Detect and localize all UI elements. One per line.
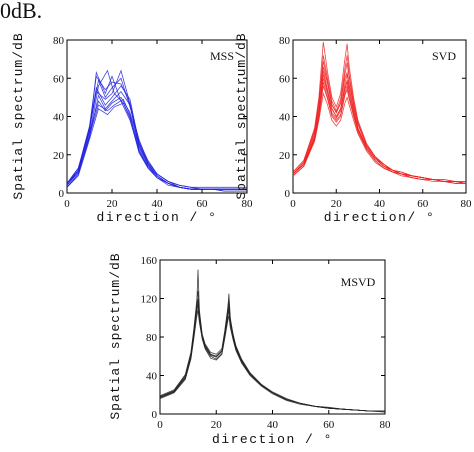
mss-y-tick-label: 60 bbox=[53, 73, 65, 85]
svd-x-tick-label: 40 bbox=[374, 198, 386, 210]
mss-y-tick-label: 0 bbox=[59, 188, 65, 200]
mss-x-tick-label: 60 bbox=[197, 198, 209, 210]
svd-y-axis-label: Spatial spectrum/dB bbox=[234, 32, 249, 199]
mss-series-line-3 bbox=[66, 69, 247, 190]
svd-y-tick-label: 80 bbox=[279, 35, 291, 47]
mss-series-line-6 bbox=[66, 96, 247, 188]
svd-series-line-5 bbox=[292, 74, 467, 184]
mss-x-tick-label: 40 bbox=[152, 198, 164, 210]
chart-panel-msvd: 0 20 40 60 80 0 40 80 120 160 MSVD direction / ° Spa… bbox=[108, 252, 391, 447]
mss-x-tick-label: 80 bbox=[242, 198, 254, 210]
svd-y-tick-label: 0 bbox=[285, 188, 291, 200]
msvd-x-tick-label: 40 bbox=[267, 419, 279, 431]
mss-y-tick-label: 80 bbox=[53, 35, 65, 47]
msvd-y-tick-label: 160 bbox=[141, 255, 158, 267]
msvd-y-tick-label: 80 bbox=[146, 332, 158, 344]
svd-legend-label: SVD bbox=[432, 49, 456, 63]
msvd-series-line-5 bbox=[159, 304, 385, 412]
msvd-y-axis-label: Spatial spectrum/dB bbox=[108, 252, 123, 419]
chart-panel-svd: 0 20 40 60 80 0 20 40 60 80 SVD direction/ ° Spatial… bbox=[234, 32, 472, 225]
msvd-x-axis-label: direction / ° bbox=[212, 432, 333, 447]
svd-x-tick-label: 60 bbox=[417, 198, 429, 210]
msvd-series-line-6 bbox=[159, 300, 385, 412]
mss-x-axis-label: direction / ° bbox=[97, 210, 218, 225]
header-text: 0dB. bbox=[0, 0, 43, 23]
svd-series-line-8 bbox=[292, 85, 466, 184]
svd-series-line-10 bbox=[292, 66, 466, 182]
svd-x-tick-label: 20 bbox=[331, 198, 343, 210]
msvd-y-tick-label: 40 bbox=[146, 371, 158, 383]
chart-panel-mss: 0 20 40 60 80 0 20 40 60 80 MSS direction / ° Spatia… bbox=[11, 32, 253, 225]
msvd-x-tick-label: 60 bbox=[323, 419, 335, 431]
msvd-x-tick-label: 20 bbox=[211, 419, 223, 431]
svd-x-axis-label: direction/ ° bbox=[324, 210, 436, 225]
svd-y-tick-label: 60 bbox=[279, 73, 291, 85]
svd-series-line-1 bbox=[292, 70, 467, 184]
msvd-y-tick-label: 0 bbox=[152, 409, 158, 421]
msvd-x-tick-label: 0 bbox=[157, 419, 163, 431]
svd-y-tick-label: 20 bbox=[279, 150, 291, 162]
mss-y-axis-label: Spatial spectrum/dB bbox=[11, 32, 26, 199]
mss-legend-label: MSS bbox=[210, 49, 234, 63]
mss-series-line-10 bbox=[66, 75, 247, 190]
svd-x-tick-label: 80 bbox=[461, 198, 473, 210]
svd-x-tick-label: 0 bbox=[290, 198, 296, 210]
msvd-y-tick-label: 120 bbox=[141, 294, 158, 306]
msvd-legend-label: MSVD bbox=[341, 275, 376, 289]
msvd-x-tick-label: 80 bbox=[380, 419, 392, 431]
mss-x-tick-label: 0 bbox=[64, 198, 70, 210]
svd-y-tick-label: 40 bbox=[279, 112, 291, 124]
msvd-series-line-3 bbox=[159, 310, 386, 413]
mss-y-tick-label: 20 bbox=[53, 150, 65, 162]
mss-x-tick-label: 20 bbox=[107, 198, 119, 210]
mss-y-tick-label: 40 bbox=[53, 112, 65, 124]
mss-series-line-4 bbox=[66, 69, 247, 190]
